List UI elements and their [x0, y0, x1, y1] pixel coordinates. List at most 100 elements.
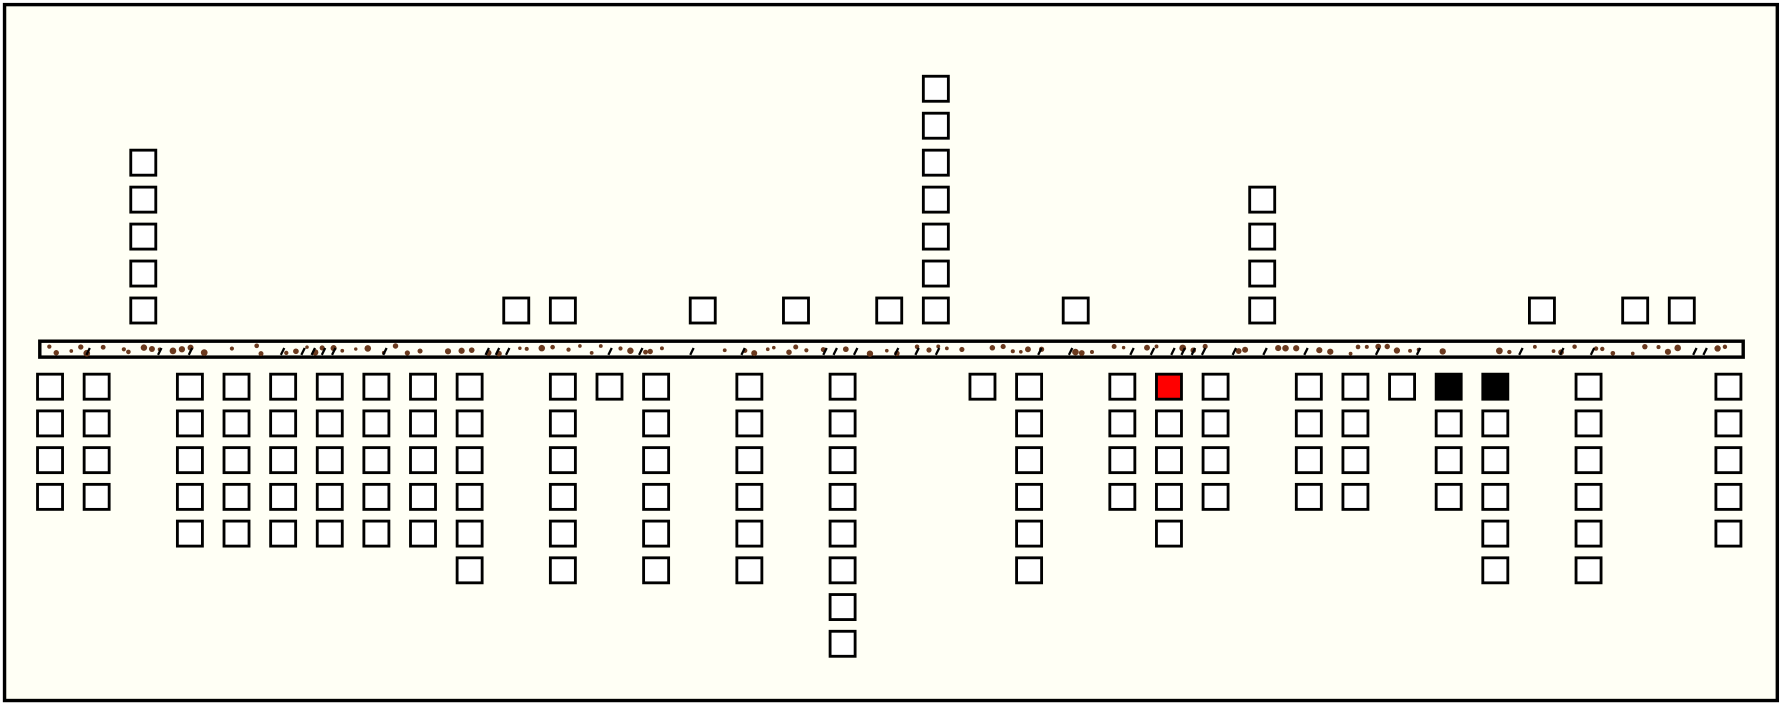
- cell: [1248, 185, 1277, 214]
- ground-dash: [505, 347, 511, 356]
- ground-speck: [354, 347, 358, 351]
- cell: [1015, 409, 1044, 438]
- cell: [1015, 446, 1044, 475]
- cell: [36, 409, 64, 438]
- cell: [1481, 372, 1510, 401]
- cell: [1201, 446, 1230, 475]
- ground-speck: [1630, 351, 1635, 356]
- ground-speck: [1355, 344, 1361, 350]
- cell: [409, 409, 437, 438]
- cell: [1061, 296, 1090, 325]
- ground-speck: [550, 344, 555, 350]
- ground-speck: [989, 345, 996, 351]
- ground-speck: [1072, 348, 1079, 356]
- cell: [735, 482, 764, 511]
- ground-speck: [1656, 345, 1661, 350]
- ground-speck: [926, 347, 932, 353]
- cell: [502, 296, 531, 325]
- ground-speck: [1364, 344, 1369, 349]
- ground-speck: [1018, 349, 1023, 354]
- ground-dash: [1037, 347, 1043, 356]
- ground-speck: [959, 346, 965, 352]
- ground-speck: [1010, 349, 1015, 354]
- ground-speck: [866, 350, 874, 357]
- ground-dash: [1180, 347, 1186, 356]
- cell: [1015, 519, 1044, 548]
- cell: [409, 519, 437, 548]
- ground-speck: [126, 349, 131, 355]
- ground-speck: [1121, 345, 1126, 350]
- cell: [921, 111, 950, 140]
- ground-speck: [1551, 349, 1556, 354]
- cell: [1714, 519, 1743, 548]
- ground-speck: [1384, 343, 1390, 350]
- cell: [315, 372, 344, 401]
- cell: [36, 482, 64, 511]
- ground-speck: [1316, 347, 1323, 354]
- ground-speck: [1664, 348, 1671, 355]
- ground-dash: [1415, 347, 1422, 356]
- cell: [1714, 409, 1743, 438]
- cell: [1434, 446, 1463, 475]
- cell: [269, 372, 298, 401]
- ground-speck: [444, 348, 452, 355]
- ground-speck: [178, 346, 186, 353]
- ground-speck: [786, 349, 792, 355]
- ground-dash: [187, 347, 194, 356]
- ground-dash: [1303, 347, 1309, 356]
- cell: [1434, 409, 1463, 438]
- cell: [36, 372, 64, 401]
- cell: [1574, 446, 1603, 475]
- ground-dash: [320, 347, 327, 356]
- ground-speck: [1439, 348, 1446, 355]
- cell: [548, 519, 577, 548]
- cell: [1481, 556, 1510, 585]
- ground-dash: [740, 347, 746, 356]
- ground-speck: [69, 349, 74, 353]
- cell: [455, 556, 484, 585]
- ground-speck: [1408, 348, 1412, 353]
- ground-dash: [1200, 347, 1207, 356]
- ground-dash: [85, 347, 91, 356]
- ground-speck: [1593, 346, 1599, 351]
- cell: [548, 372, 577, 401]
- ground-speck: [1348, 351, 1353, 356]
- cell: [1341, 482, 1370, 511]
- cell: [1574, 519, 1603, 548]
- ground-dash: [1067, 347, 1074, 356]
- ground-speck: [1154, 344, 1159, 349]
- cell: [968, 372, 997, 401]
- cell: [1155, 372, 1183, 401]
- cell: [409, 372, 437, 401]
- ground-speck: [1327, 348, 1334, 355]
- ground-speck: [1144, 344, 1150, 351]
- ground-dash: [331, 347, 337, 356]
- cell: [409, 446, 437, 475]
- cell: [921, 296, 950, 325]
- cell: [129, 259, 158, 288]
- ground-speck: [804, 348, 809, 353]
- cell: [1015, 482, 1044, 511]
- ground-speck: [884, 348, 889, 353]
- cell: [1294, 372, 1323, 401]
- ground-speck: [47, 344, 52, 349]
- ground-dash: [157, 347, 163, 356]
- cell: [828, 482, 857, 511]
- cell: [642, 482, 671, 511]
- cell: [36, 446, 64, 475]
- cell: [222, 482, 251, 511]
- cell: [828, 372, 857, 401]
- ground-speck: [340, 348, 345, 353]
- cell: [129, 185, 158, 214]
- cells: [36, 74, 1743, 658]
- cell: [1481, 482, 1510, 511]
- cell: [175, 372, 204, 401]
- cell: [1341, 372, 1370, 401]
- ground-speck: [751, 350, 758, 357]
- ground-speck: [765, 347, 770, 352]
- cell: [269, 519, 298, 548]
- cell: [1341, 446, 1370, 475]
- ground-speck: [1235, 348, 1242, 354]
- cell: [1201, 482, 1230, 511]
